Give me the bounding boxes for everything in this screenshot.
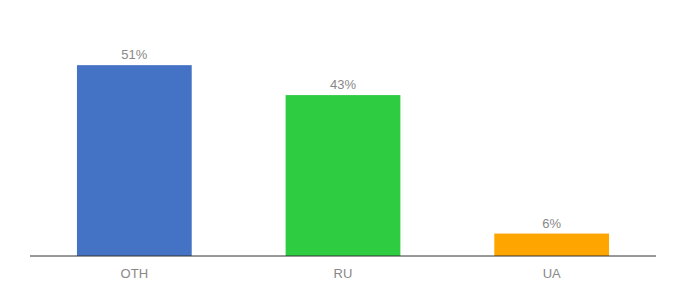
x-axis-line xyxy=(30,256,656,257)
bar xyxy=(286,95,401,256)
x-tick-label: UA xyxy=(543,266,561,281)
x-tick-label: OTH xyxy=(121,266,148,281)
data-label: 43% xyxy=(330,77,356,92)
bar xyxy=(77,65,192,256)
chart-container: 51% 43% 6% OTH RU UA xyxy=(0,0,680,300)
bars xyxy=(77,65,609,256)
data-label: 51% xyxy=(121,47,147,62)
bar xyxy=(494,234,609,256)
data-label: 6% xyxy=(542,216,561,231)
chart: 51% 43% 6% OTH RU UA xyxy=(0,0,680,300)
x-tick-label: RU xyxy=(334,266,353,281)
